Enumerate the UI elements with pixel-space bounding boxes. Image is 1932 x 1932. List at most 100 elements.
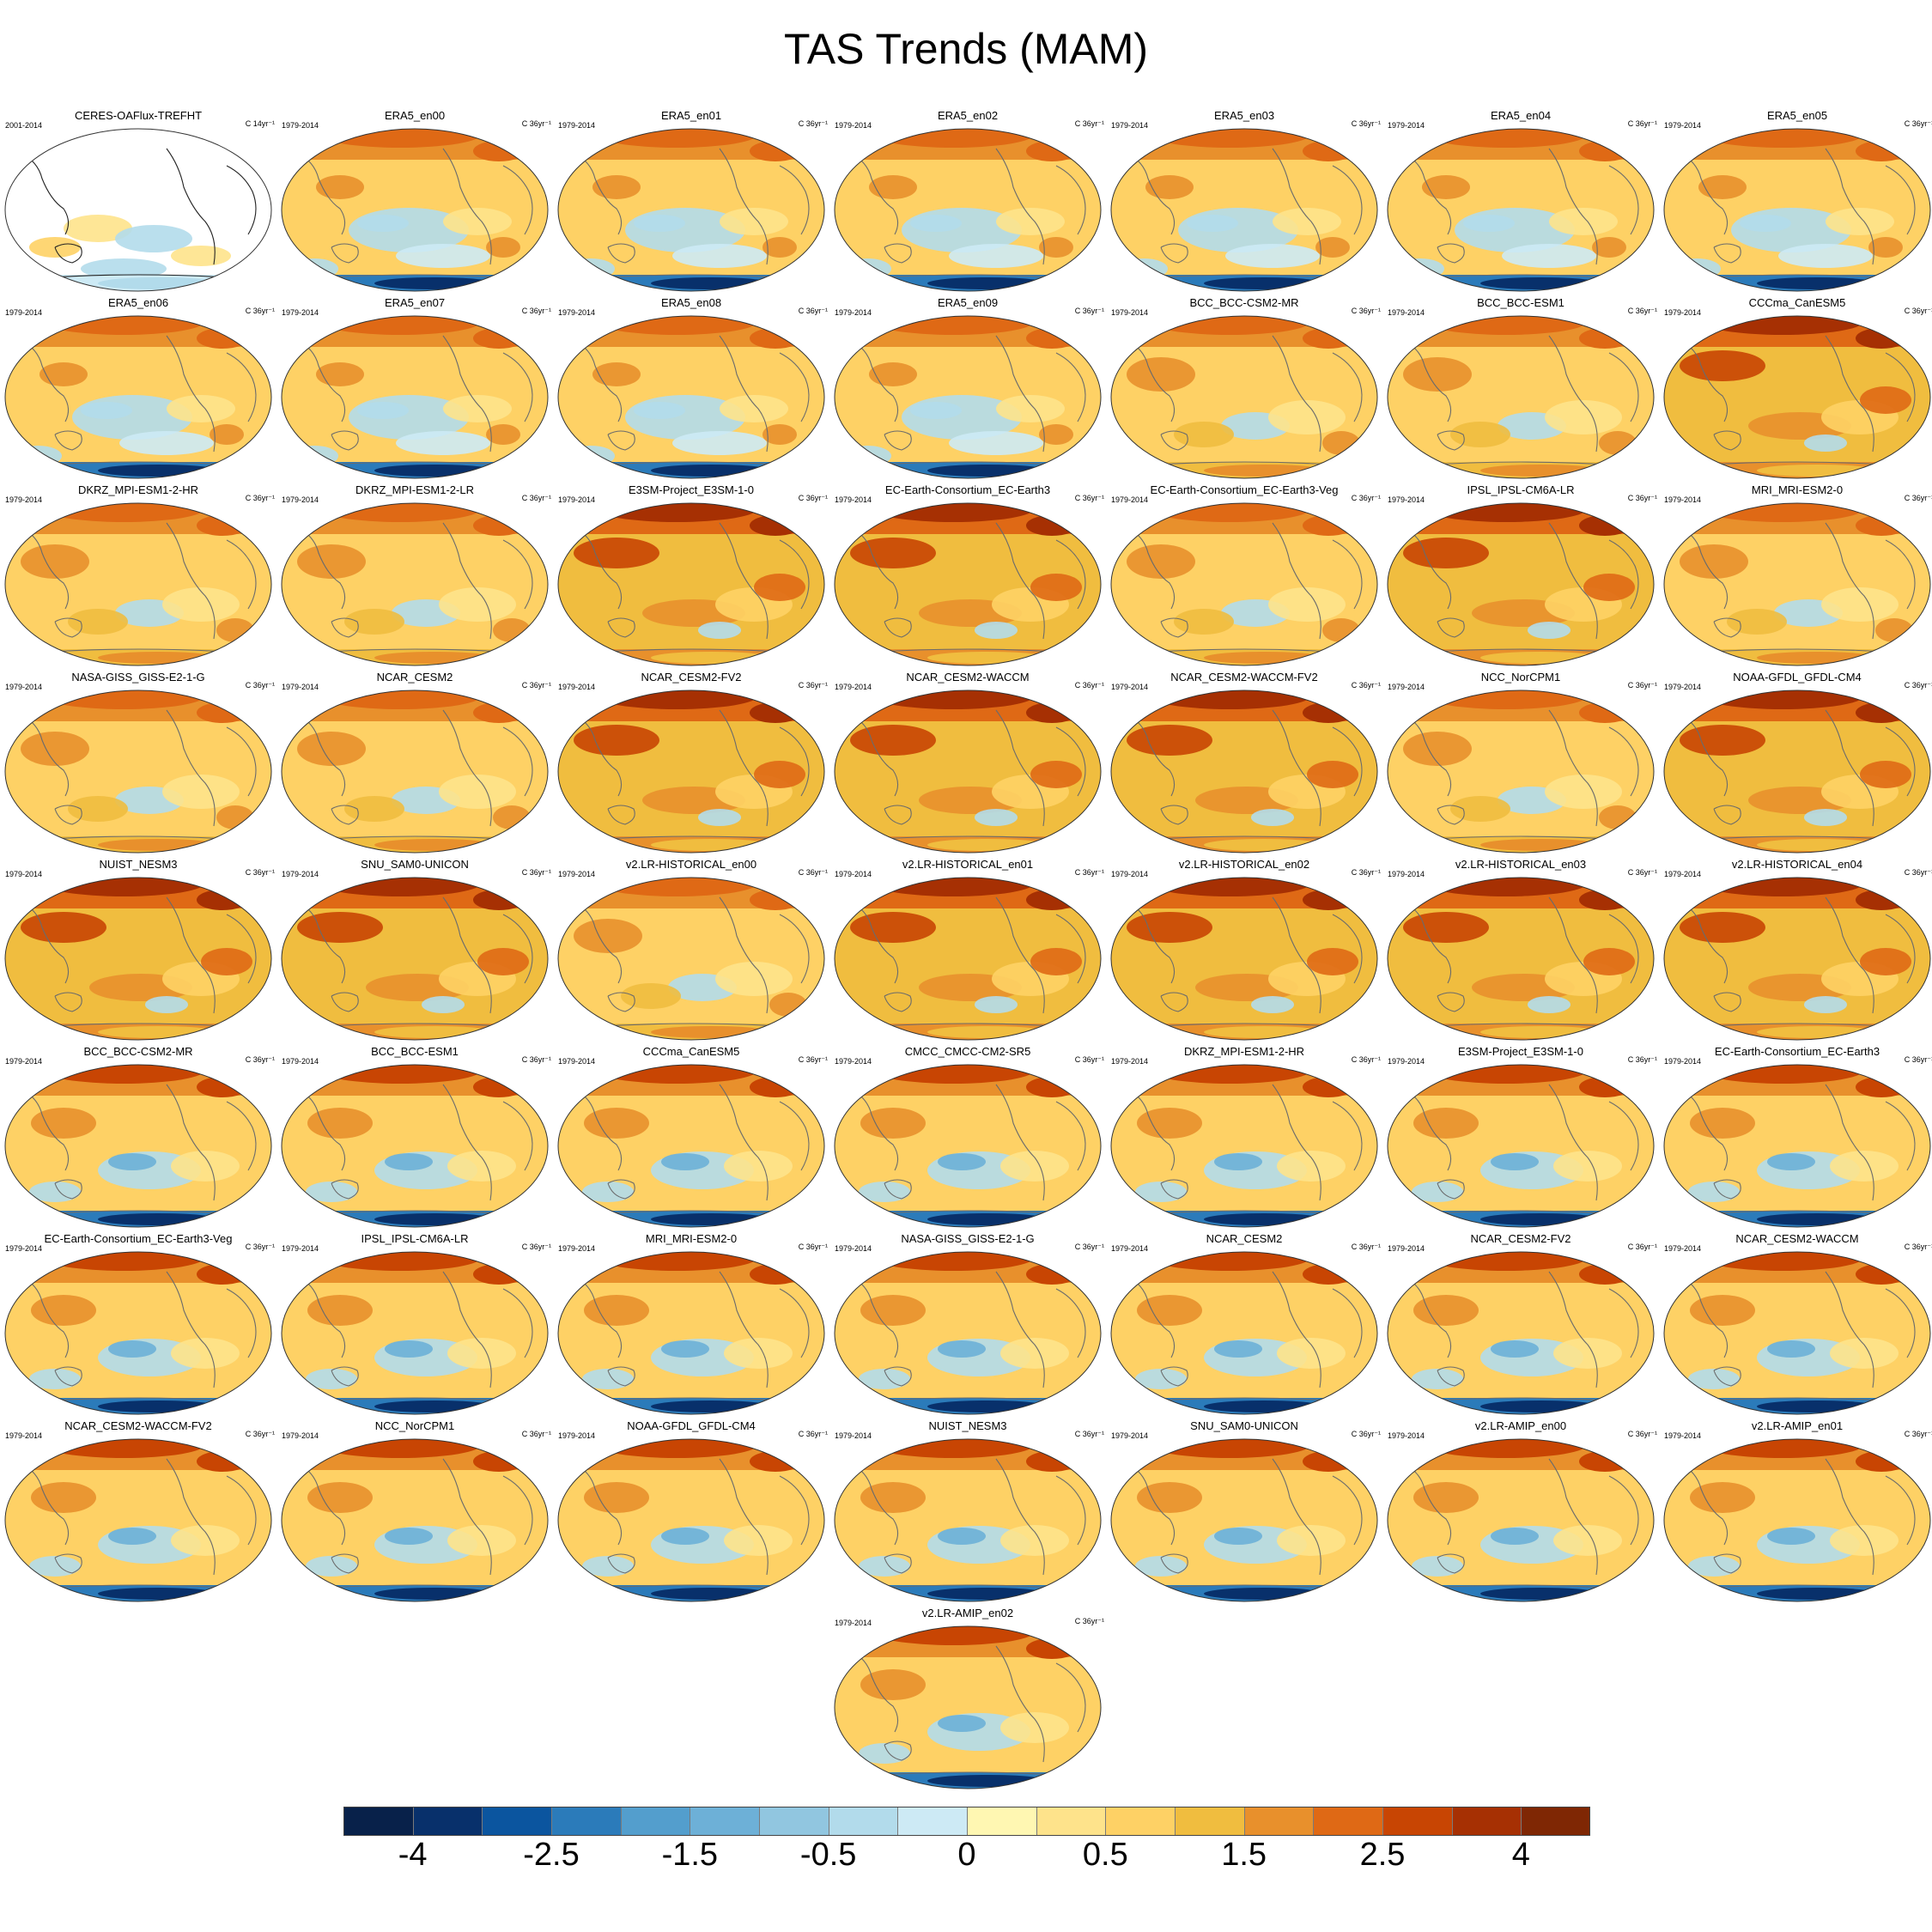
trend-map	[4, 502, 272, 666]
panel-units: C 36yr⁻¹	[1351, 119, 1381, 128]
trend-map	[4, 877, 272, 1041]
map-panel: NASA-GISS_GISS-E2-1-G 1979-2014 C 36yr⁻¹	[0, 671, 276, 858]
colorbar-box	[482, 1807, 552, 1836]
panel-title: ERA5_en05	[1766, 109, 1828, 122]
map-panel: IPSL_IPSL-CM6A-LR 1979-2014 C 36yr⁻¹	[276, 1232, 553, 1419]
panel-title: CMCC_CMCC-CM2-SR5	[904, 1045, 1031, 1058]
trend-map	[834, 1064, 1102, 1228]
trend-map	[1110, 1251, 1378, 1415]
panel-period: 1979-2014	[558, 495, 596, 504]
panel-title: NCAR_CESM2-WACCM-FV2	[1170, 671, 1318, 683]
panel-title: EC-Earth-Consortium_EC-Earth3	[1714, 1045, 1880, 1058]
panel-title: v2.LR-AMIP_en00	[1474, 1419, 1567, 1432]
trend-map	[1110, 315, 1378, 479]
panel-title: v2.LR-HISTORICAL_en01	[902, 858, 1034, 871]
panel-title: ERA5_en00	[384, 109, 446, 122]
panel-period: 1979-2014	[1111, 308, 1149, 317]
colorbar-box	[1451, 1807, 1522, 1836]
trend-map	[281, 315, 549, 479]
trend-map	[834, 1251, 1102, 1415]
panel-units: C 36yr⁻¹	[798, 1242, 828, 1251]
panel-period: 1979-2014	[1111, 683, 1149, 691]
map-panel: v2.LR-HISTORICAL_en04 1979-2014 C 36yr⁻¹	[1659, 858, 1932, 1045]
map-panel: E3SM-Project_E3SM-1-0 1979-2014 C 36yr⁻¹	[553, 483, 829, 671]
panel-period: 1979-2014	[1664, 1431, 1702, 1440]
map-panel: ERA5_en02 1979-2014 C 36yr⁻¹	[829, 109, 1106, 296]
panel-units: C 36yr⁻¹	[1627, 868, 1657, 877]
trend-map	[1663, 1064, 1931, 1228]
trend-map	[1110, 877, 1378, 1041]
trend-map	[281, 1438, 549, 1602]
panel-units: C 36yr⁻¹	[245, 1055, 275, 1064]
trend-map	[1663, 690, 1931, 854]
panel-title: CCCma_CanESM5	[1748, 296, 1846, 309]
panel-units: C 36yr⁻¹	[1351, 494, 1381, 502]
panel-title: SNU_SAM0-UNICON	[361, 858, 469, 871]
colorbar-box	[551, 1807, 622, 1836]
trend-map	[4, 690, 272, 854]
colorbar-box	[1036, 1807, 1106, 1836]
trend-map	[557, 1438, 825, 1602]
panel-period: 1979-2014	[282, 1431, 319, 1440]
panel-units: C 36yr⁻¹	[798, 494, 828, 502]
panel-period: 2001-2014	[5, 121, 43, 130]
trend-map	[1387, 502, 1655, 666]
trend-map	[281, 877, 549, 1041]
panel-units: C 36yr⁻¹	[1074, 307, 1104, 315]
panel-title: NUIST_NESM3	[99, 858, 178, 871]
panel-period: 1979-2014	[1664, 870, 1702, 878]
panel-period: 1979-2014	[1388, 308, 1425, 317]
map-panel: E3SM-Project_E3SM-1-0 1979-2014 C 36yr⁻¹	[1382, 1045, 1659, 1232]
panel-units: C 36yr⁻¹	[1351, 1055, 1381, 1064]
panel-period: 1979-2014	[1664, 1244, 1702, 1253]
map-panel: NASA-GISS_GISS-E2-1-G 1979-2014 C 36yr⁻¹	[829, 1232, 1106, 1419]
panel-title: NCC_NorCPM1	[374, 1419, 455, 1432]
panel-units: C 36yr⁻¹	[1904, 681, 1932, 690]
panel-units: C 36yr⁻¹	[1904, 119, 1932, 128]
trend-map	[557, 1251, 825, 1415]
colorbar-box	[1521, 1807, 1591, 1836]
panel-period: 1979-2014	[282, 683, 319, 691]
panel-period: 1979-2014	[835, 121, 872, 130]
panel-period: 1979-2014	[1111, 495, 1149, 504]
trend-map	[834, 315, 1102, 479]
colorbar-tick-label: -1.5	[661, 1837, 719, 1873]
panel-title: v2.LR-HISTORICAL_en02	[1178, 858, 1310, 871]
map-panel: NCAR_CESM2-WACCM 1979-2014 C 36yr⁻¹	[1659, 1232, 1932, 1419]
panel-units: C 36yr⁻¹	[245, 494, 275, 502]
trend-map	[557, 1064, 825, 1228]
trend-map	[281, 502, 549, 666]
panel-period: 1979-2014	[282, 1244, 319, 1253]
panel-units: C 36yr⁻¹	[1627, 307, 1657, 315]
trend-map	[281, 1064, 549, 1228]
colorbar-tick-label: 1.5	[1221, 1837, 1267, 1873]
trend-map	[834, 502, 1102, 666]
panel-period: 1979-2014	[1111, 121, 1149, 130]
trend-map	[1663, 128, 1931, 292]
colorbar-box	[412, 1807, 483, 1836]
panel-title: BCC_BCC-ESM1	[1477, 296, 1564, 309]
map-panel: NCC_NorCPM1 1979-2014 C 36yr⁻¹	[1382, 671, 1659, 858]
map-panel: CCCma_CanESM5 1979-2014 C 36yr⁻¹	[1659, 296, 1932, 483]
trend-map	[1387, 128, 1655, 292]
panel-period: 1979-2014	[1388, 1244, 1425, 1253]
colorbar-box	[690, 1807, 760, 1836]
panel-units: C 36yr⁻¹	[1074, 494, 1104, 502]
map-panel: ERA5_en01 1979-2014 C 36yr⁻¹	[553, 109, 829, 296]
colorbar-tick-label: 0.5	[1082, 1837, 1128, 1873]
map-panel: NUIST_NESM3 1979-2014 C 36yr⁻¹	[0, 858, 276, 1045]
panel-units: C 36yr⁻¹	[245, 1430, 275, 1438]
trend-map	[4, 128, 272, 292]
map-panel: ERA5_en03 1979-2014 C 36yr⁻¹	[1106, 109, 1382, 296]
panel-title: NOAA-GFDL_GFDL-CM4	[627, 1419, 756, 1432]
panel-units: C 36yr⁻¹	[798, 1430, 828, 1438]
colorbar-tick-label: -2.5	[523, 1837, 580, 1873]
colorbar-box	[897, 1807, 968, 1836]
panel-title: ERA5_en07	[384, 296, 446, 309]
panel-period: 1979-2014	[1664, 1057, 1702, 1066]
colorbar-tick-label: 4	[1511, 1837, 1530, 1873]
panel-units: C 36yr⁻¹	[1074, 1055, 1104, 1064]
panel-period: 1979-2014	[5, 1244, 43, 1253]
panel-period: 1979-2014	[558, 1057, 596, 1066]
map-panel: MRI_MRI-ESM2-0 1979-2014 C 36yr⁻¹	[553, 1232, 829, 1419]
